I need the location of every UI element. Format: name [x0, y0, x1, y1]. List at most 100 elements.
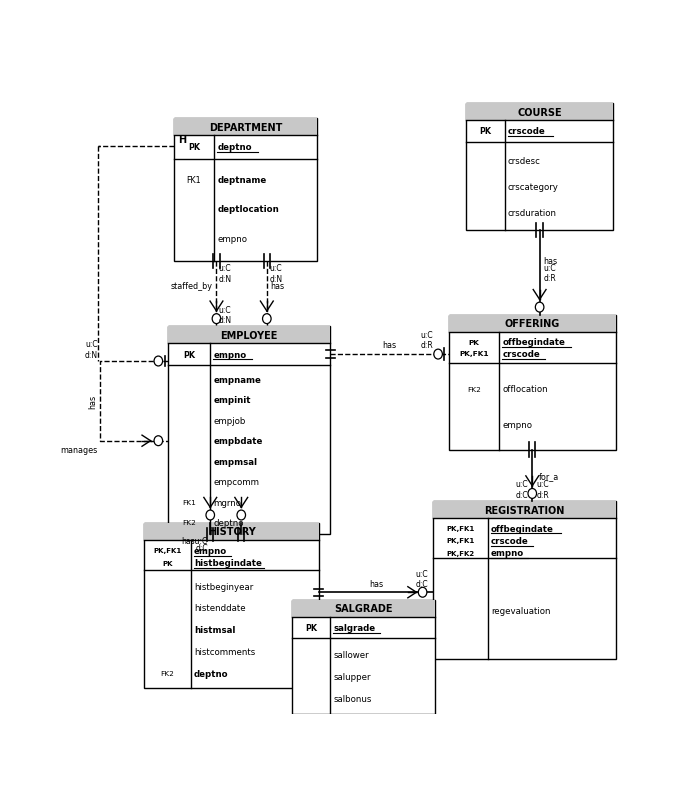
- Text: empno: empno: [217, 234, 247, 243]
- Circle shape: [154, 357, 163, 367]
- Text: histbeginyear: histbeginyear: [194, 582, 253, 591]
- Text: empbdate: empbdate: [213, 437, 263, 446]
- Text: u:C
d:C: u:C d:C: [415, 569, 428, 589]
- Text: empmsal: empmsal: [213, 457, 257, 466]
- Text: empno: empno: [194, 546, 227, 555]
- Text: has: has: [270, 282, 285, 291]
- Text: PK,FK2: PK,FK2: [446, 550, 475, 556]
- Text: u:C
d:N: u:C d:N: [269, 264, 282, 283]
- Text: empno: empno: [213, 350, 246, 359]
- Bar: [174, 119, 317, 136]
- Text: deptname: deptname: [217, 176, 266, 184]
- Text: salbonus: salbonus: [333, 695, 372, 703]
- Text: empjob: empjob: [213, 416, 246, 425]
- Text: empno: empno: [491, 549, 524, 557]
- Text: H: H: [178, 135, 186, 144]
- Text: crscode: crscode: [502, 350, 540, 358]
- Text: offlocation: offlocation: [502, 385, 548, 394]
- Circle shape: [263, 314, 271, 324]
- Circle shape: [212, 314, 221, 324]
- Text: u:C
d:N: u:C d:N: [219, 264, 232, 283]
- Text: u:C
d:R: u:C d:R: [544, 263, 556, 283]
- Text: deptno: deptno: [194, 669, 228, 678]
- Text: HISTORY: HISTORY: [208, 527, 255, 537]
- Text: PK: PK: [188, 144, 200, 152]
- Text: histbegindate: histbegindate: [194, 558, 262, 568]
- Text: PK,FK1: PK,FK1: [446, 538, 475, 544]
- Bar: [292, 600, 435, 714]
- Text: histenddate: histenddate: [194, 604, 246, 613]
- Bar: [292, 600, 435, 617]
- Text: empno: empno: [502, 421, 533, 430]
- Bar: [174, 119, 317, 261]
- Text: crsduration: crsduration: [508, 209, 557, 217]
- Text: PK,FK1: PK,FK1: [460, 350, 489, 357]
- Text: salgrade: salgrade: [333, 623, 375, 632]
- Text: u:C
d:N: u:C d:N: [219, 306, 232, 325]
- Text: FK1: FK1: [182, 500, 196, 505]
- Text: PK: PK: [162, 560, 173, 566]
- Text: PK: PK: [469, 339, 480, 346]
- Text: u:C
d:N: u:C d:N: [85, 340, 98, 359]
- Text: crsdesc: crsdesc: [508, 156, 541, 165]
- Text: PK: PK: [305, 623, 317, 632]
- Text: hasu:C: hasu:C: [181, 536, 208, 545]
- Circle shape: [535, 303, 544, 313]
- Bar: [168, 327, 331, 535]
- Bar: [433, 501, 615, 659]
- Bar: [433, 501, 615, 518]
- Text: deptno: deptno: [217, 144, 252, 152]
- Text: mgrno: mgrno: [213, 498, 242, 507]
- Circle shape: [154, 436, 163, 446]
- Text: staffed_by: staffed_by: [170, 282, 213, 291]
- Text: PK,FK1: PK,FK1: [153, 548, 181, 553]
- Circle shape: [237, 510, 246, 520]
- Circle shape: [418, 588, 427, 597]
- Text: for_a: for_a: [538, 472, 559, 480]
- Text: offbegindate: offbegindate: [491, 524, 553, 533]
- Circle shape: [528, 489, 537, 499]
- Text: u:C
d:C: u:C d:C: [515, 480, 529, 499]
- Text: crscode: crscode: [508, 128, 546, 136]
- Text: has: has: [369, 580, 383, 589]
- Text: offbegindate: offbegindate: [502, 338, 565, 346]
- Text: DEPARTMENT: DEPARTMENT: [209, 123, 282, 133]
- Text: has: has: [382, 341, 397, 350]
- Text: has: has: [88, 395, 97, 408]
- Text: FK1: FK1: [187, 176, 201, 184]
- Bar: [466, 104, 613, 231]
- Text: FK2: FK2: [467, 387, 481, 392]
- Text: COURSE: COURSE: [518, 107, 562, 117]
- Text: u:C
d:R: u:C d:R: [421, 330, 433, 350]
- Text: histcomments: histcomments: [194, 647, 255, 656]
- Text: deptlocation: deptlocation: [217, 205, 279, 214]
- Text: empname: empname: [213, 375, 262, 385]
- Text: crscategory: crscategory: [508, 183, 559, 192]
- Text: REGISTRATION: REGISTRATION: [484, 505, 564, 515]
- Bar: [449, 315, 615, 332]
- Text: has: has: [544, 257, 558, 266]
- Text: regevaluation: regevaluation: [491, 606, 551, 615]
- Text: SALGRADE: SALGRADE: [334, 603, 393, 614]
- Text: deptno: deptno: [213, 518, 244, 527]
- Text: EMPLOYEE: EMPLOYEE: [220, 330, 277, 340]
- Bar: [449, 315, 615, 450]
- Text: PK: PK: [480, 128, 491, 136]
- Bar: [466, 104, 613, 121]
- Circle shape: [206, 510, 215, 520]
- Text: PK: PK: [183, 350, 195, 359]
- Text: crscode: crscode: [491, 537, 529, 545]
- Text: OFFERING: OFFERING: [504, 319, 560, 329]
- Text: empinit: empinit: [213, 396, 251, 405]
- Text: empcomm: empcomm: [213, 477, 259, 487]
- Text: salupper: salupper: [333, 672, 371, 681]
- Text: PK,FK1: PK,FK1: [446, 525, 475, 532]
- Text: FK2: FK2: [161, 670, 175, 677]
- Bar: [144, 523, 319, 540]
- Bar: [144, 523, 319, 688]
- Text: manages: manages: [61, 445, 98, 454]
- Circle shape: [434, 350, 442, 359]
- Text: histmsal: histmsal: [194, 626, 235, 634]
- Text: FK2: FK2: [182, 520, 196, 526]
- Bar: [168, 327, 331, 344]
